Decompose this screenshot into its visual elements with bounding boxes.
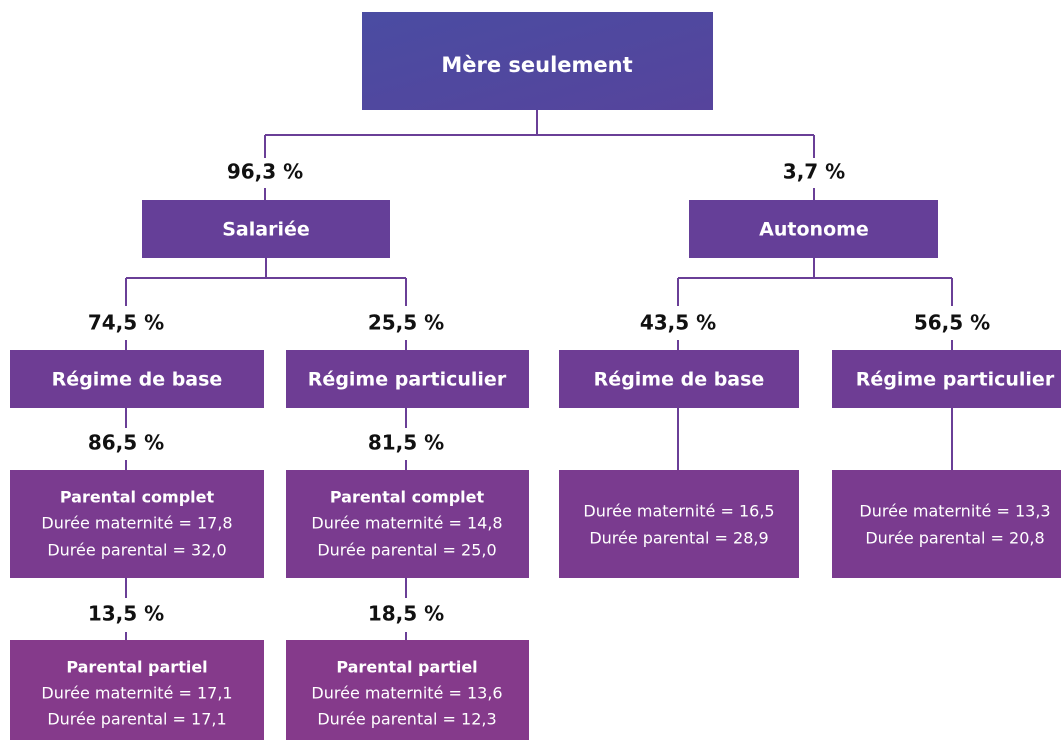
node-label: Régime particulier bbox=[856, 369, 1055, 391]
node-line: Durée parental = 12,3 bbox=[317, 710, 496, 729]
edge-share: 43,5 % bbox=[640, 311, 716, 335]
edge-share: 86,5 % bbox=[88, 431, 164, 455]
node-label: Régime de base bbox=[594, 369, 765, 391]
node-line: Durée parental = 25,0 bbox=[317, 541, 496, 560]
box bbox=[10, 470, 264, 578]
node-line: Durée parental = 28,9 bbox=[589, 529, 768, 548]
node-line: Durée maternité = 17,1 bbox=[41, 684, 232, 703]
node-title: Parental complet bbox=[330, 488, 485, 507]
node-label: Mère seulement bbox=[441, 53, 632, 77]
node-label: Régime particulier bbox=[308, 369, 507, 391]
connectors bbox=[125, 110, 953, 640]
edge-share: 74,5 % bbox=[88, 311, 164, 335]
box bbox=[832, 470, 1061, 578]
box bbox=[286, 470, 529, 578]
edge-share: 56,5 % bbox=[914, 311, 990, 335]
box bbox=[559, 350, 799, 408]
node-line: Durée maternité = 16,5 bbox=[583, 502, 774, 521]
node-title: Parental complet bbox=[60, 488, 215, 507]
box bbox=[142, 200, 390, 258]
node-line: Durée parental = 32,0 bbox=[47, 541, 226, 560]
box bbox=[689, 200, 938, 258]
box bbox=[286, 640, 529, 740]
box bbox=[362, 12, 713, 110]
box bbox=[559, 470, 799, 578]
node-title: Parental partiel bbox=[66, 658, 207, 677]
node-label: Salariée bbox=[222, 219, 310, 241]
node-line: Durée maternité = 13,6 bbox=[311, 684, 502, 703]
edge-share: 96,3 % bbox=[227, 160, 303, 184]
edge-share: 81,5 % bbox=[368, 431, 444, 455]
edge-share: 13,5 % bbox=[88, 602, 164, 626]
box bbox=[10, 350, 264, 408]
node-line: Durée parental = 20,8 bbox=[865, 529, 1044, 548]
node-line: Durée maternité = 13,3 bbox=[859, 502, 1050, 521]
node-label: Régime de base bbox=[52, 369, 223, 391]
node-title: Parental partiel bbox=[336, 658, 477, 677]
edge-share: 25,5 % bbox=[368, 311, 444, 335]
node-line: Durée parental = 17,1 bbox=[47, 710, 226, 729]
box bbox=[832, 350, 1061, 408]
node-line: Durée maternité = 17,8 bbox=[41, 514, 232, 533]
box bbox=[286, 350, 529, 408]
edge-share: 3,7 % bbox=[783, 160, 845, 184]
node-label: Autonome bbox=[759, 219, 869, 241]
box bbox=[10, 640, 264, 740]
node-line: Durée maternité = 14,8 bbox=[311, 514, 502, 533]
edge-share: 18,5 % bbox=[368, 602, 444, 626]
